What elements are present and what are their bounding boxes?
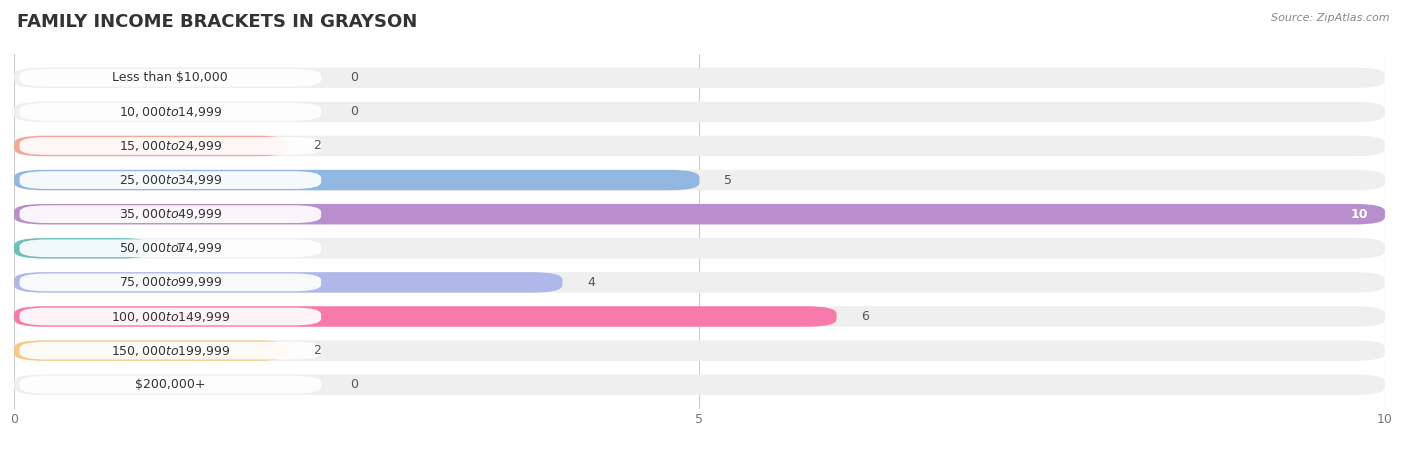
Text: $50,000 to $74,999: $50,000 to $74,999 [118,241,222,255]
FancyBboxPatch shape [14,272,562,293]
FancyBboxPatch shape [20,171,321,189]
FancyBboxPatch shape [20,273,321,291]
FancyBboxPatch shape [14,170,1385,190]
Text: $75,000 to $99,999: $75,000 to $99,999 [118,275,222,290]
Text: 1: 1 [176,242,184,255]
FancyBboxPatch shape [14,238,1385,259]
FancyBboxPatch shape [14,136,288,156]
FancyBboxPatch shape [14,340,288,361]
FancyBboxPatch shape [20,205,321,223]
Text: 6: 6 [862,310,869,323]
Text: $15,000 to $24,999: $15,000 to $24,999 [118,139,222,153]
FancyBboxPatch shape [20,342,321,360]
FancyBboxPatch shape [20,239,321,257]
Text: 2: 2 [314,344,321,357]
FancyBboxPatch shape [20,376,321,394]
FancyBboxPatch shape [14,306,1385,327]
Text: $10,000 to $14,999: $10,000 to $14,999 [118,105,222,119]
Text: FAMILY INCOME BRACKETS IN GRAYSON: FAMILY INCOME BRACKETS IN GRAYSON [17,13,418,31]
Text: $35,000 to $49,999: $35,000 to $49,999 [118,207,222,221]
FancyBboxPatch shape [14,374,1385,395]
FancyBboxPatch shape [14,238,152,259]
FancyBboxPatch shape [20,137,321,155]
FancyBboxPatch shape [14,272,1385,293]
FancyBboxPatch shape [14,136,1385,156]
Text: $25,000 to $34,999: $25,000 to $34,999 [118,173,222,187]
Text: $100,000 to $149,999: $100,000 to $149,999 [111,309,231,323]
Text: 0: 0 [350,106,359,119]
FancyBboxPatch shape [14,340,1385,361]
Text: Less than $10,000: Less than $10,000 [112,71,228,84]
Text: 5: 5 [724,174,733,187]
Text: Source: ZipAtlas.com: Source: ZipAtlas.com [1271,13,1389,23]
FancyBboxPatch shape [14,306,837,327]
Text: 0: 0 [350,378,359,391]
FancyBboxPatch shape [14,204,1385,224]
FancyBboxPatch shape [14,204,1385,224]
Text: 0: 0 [350,71,359,84]
FancyBboxPatch shape [20,103,321,121]
FancyBboxPatch shape [14,101,1385,122]
Text: $200,000+: $200,000+ [135,378,205,391]
Text: 2: 2 [314,140,321,153]
FancyBboxPatch shape [20,308,321,326]
FancyBboxPatch shape [14,170,700,190]
FancyBboxPatch shape [14,67,1385,88]
Text: $150,000 to $199,999: $150,000 to $199,999 [111,343,231,357]
Text: 10: 10 [1351,208,1368,220]
Text: 4: 4 [588,276,595,289]
FancyBboxPatch shape [20,69,321,87]
